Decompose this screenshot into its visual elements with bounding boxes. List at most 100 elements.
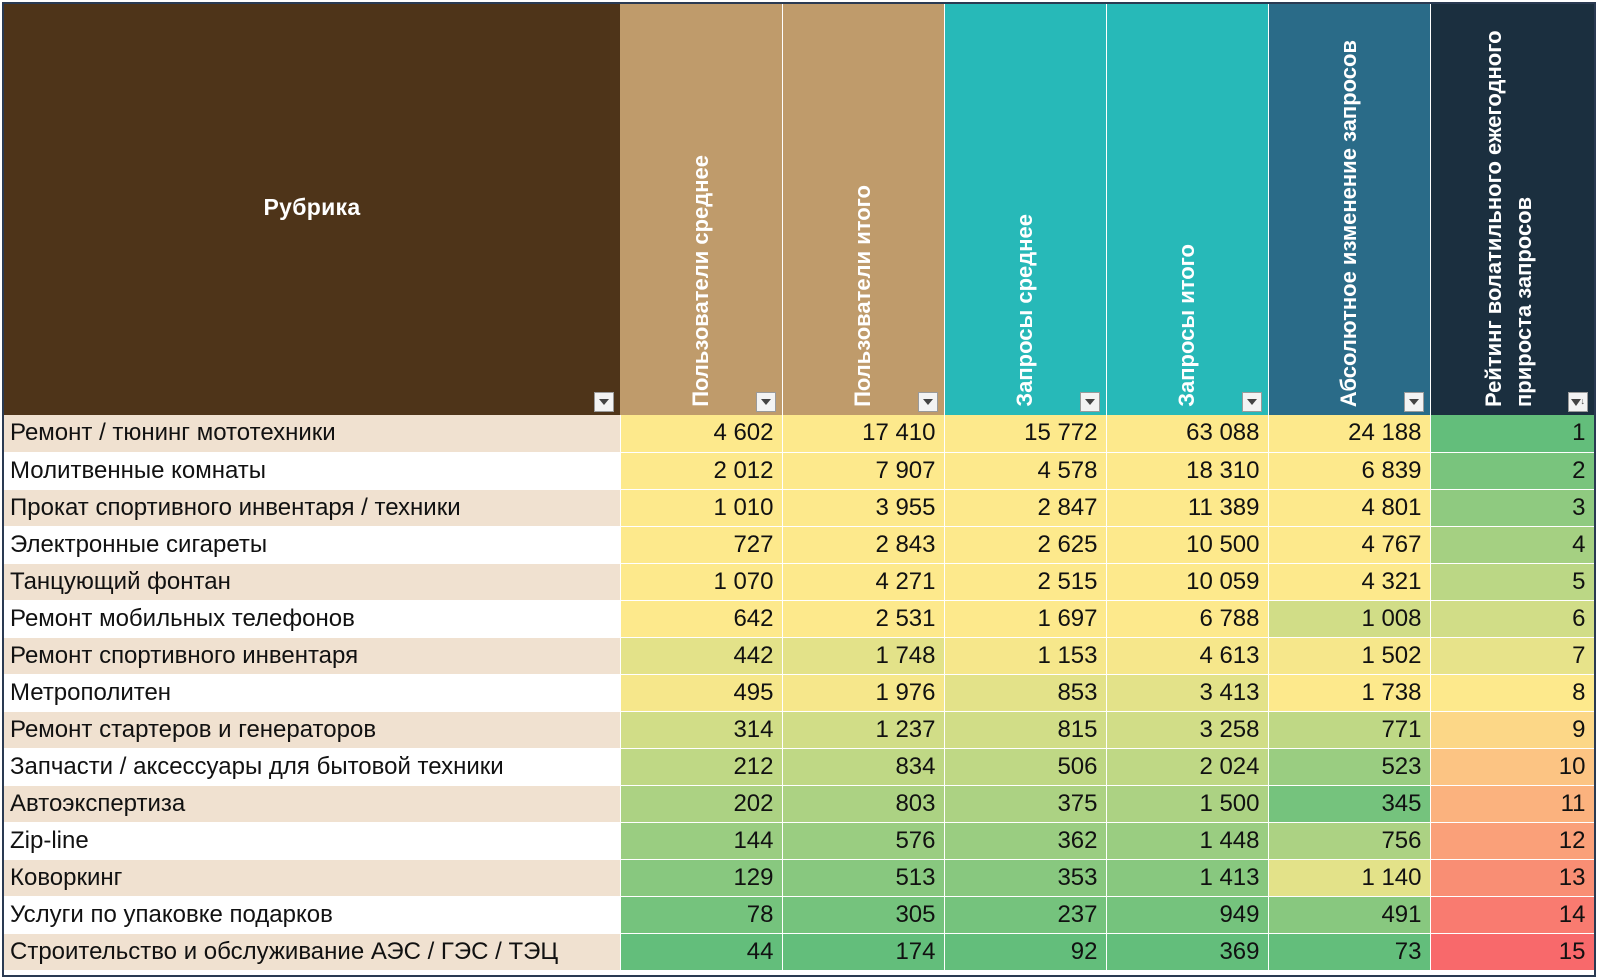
cell-rating[interactable]: 11 bbox=[1430, 785, 1594, 823]
cell-queries-avg[interactable]: 506 bbox=[944, 748, 1107, 786]
cell-rubric[interactable]: Молитвенные комнаты bbox=[4, 452, 621, 490]
cell-queries-avg[interactable]: 2 625 bbox=[944, 526, 1107, 564]
cell-rating[interactable]: 8 bbox=[1430, 674, 1594, 712]
cell-queries-avg[interactable]: 2 515 bbox=[944, 563, 1107, 601]
cell-rubric[interactable]: Ремонт / тюнинг мототехники bbox=[4, 415, 621, 453]
cell-rating[interactable]: 14 bbox=[1430, 896, 1594, 934]
cell-rating[interactable]: 1 bbox=[1430, 415, 1594, 453]
dropdown-filter-icon[interactable] bbox=[594, 392, 614, 412]
cell-queries-avg[interactable]: 362 bbox=[944, 822, 1107, 860]
cell-abs-change[interactable]: 756 bbox=[1268, 822, 1431, 860]
cell-users-total[interactable]: 305 bbox=[782, 896, 945, 934]
cell-users-total[interactable]: 1 976 bbox=[782, 674, 945, 712]
cell-users-total[interactable]: 7 907 bbox=[782, 452, 945, 490]
cell-queries-total[interactable]: 10 059 bbox=[1106, 563, 1269, 601]
cell-rating[interactable]: 6 bbox=[1430, 600, 1594, 638]
cell-users-avg[interactable]: 129 bbox=[620, 859, 783, 897]
cell-queries-total[interactable]: 1 448 bbox=[1106, 822, 1269, 860]
cell-queries-avg[interactable]: 353 bbox=[944, 859, 1107, 897]
cell-queries-total[interactable]: 6 788 bbox=[1106, 600, 1269, 638]
cell-rating[interactable]: 4 bbox=[1430, 526, 1594, 564]
cell-queries-avg[interactable]: 4 578 bbox=[944, 452, 1107, 490]
cell-queries-total[interactable]: 3 258 bbox=[1106, 711, 1269, 749]
cell-queries-avg[interactable]: 237 bbox=[944, 896, 1107, 934]
cell-queries-total[interactable]: 2 024 bbox=[1106, 748, 1269, 786]
cell-queries-avg[interactable]: 853 bbox=[944, 674, 1107, 712]
cell-queries-total[interactable]: 63 088 bbox=[1106, 415, 1269, 453]
cell-users-total[interactable]: 174 bbox=[782, 933, 945, 971]
cell-queries-avg[interactable]: 15 772 bbox=[944, 415, 1107, 453]
cell-rating[interactable]: 2 bbox=[1430, 452, 1594, 490]
cell-abs-change[interactable]: 6 839 bbox=[1268, 452, 1431, 490]
cell-queries-total[interactable]: 369 bbox=[1106, 933, 1269, 971]
cell-rating[interactable]: 9 bbox=[1430, 711, 1594, 749]
cell-users-total[interactable]: 513 bbox=[782, 859, 945, 897]
cell-queries-total[interactable]: 11 389 bbox=[1106, 489, 1269, 527]
cell-queries-total[interactable]: 949 bbox=[1106, 896, 1269, 934]
cell-users-total[interactable]: 1 237 bbox=[782, 711, 945, 749]
cell-users-total[interactable]: 1 748 bbox=[782, 637, 945, 675]
cell-users-total[interactable]: 2 843 bbox=[782, 526, 945, 564]
cell-users-total[interactable]: 576 bbox=[782, 822, 945, 860]
cell-rubric[interactable]: Метрополитен bbox=[4, 674, 621, 712]
cell-abs-change[interactable]: 24 188 bbox=[1268, 415, 1431, 453]
cell-users-avg[interactable]: 442 bbox=[620, 637, 783, 675]
cell-abs-change[interactable]: 1 008 bbox=[1268, 600, 1431, 638]
cell-rating[interactable]: 5 bbox=[1430, 563, 1594, 601]
cell-queries-avg[interactable]: 375 bbox=[944, 785, 1107, 823]
cell-users-avg[interactable]: 1 010 bbox=[620, 489, 783, 527]
cell-queries-total[interactable]: 10 500 bbox=[1106, 526, 1269, 564]
cell-abs-change[interactable]: 4 801 bbox=[1268, 489, 1431, 527]
cell-queries-avg[interactable]: 92 bbox=[944, 933, 1107, 971]
cell-rating[interactable]: 7 bbox=[1430, 637, 1594, 675]
cell-queries-total[interactable]: 4 613 bbox=[1106, 637, 1269, 675]
cell-rubric[interactable]: Ремонт стартеров и генераторов bbox=[4, 711, 621, 749]
cell-abs-change[interactable]: 491 bbox=[1268, 896, 1431, 934]
cell-users-total[interactable]: 4 271 bbox=[782, 563, 945, 601]
cell-queries-total[interactable]: 3 413 bbox=[1106, 674, 1269, 712]
cell-rubric[interactable]: Ремонт спортивного инвентаря bbox=[4, 637, 621, 675]
cell-rubric[interactable]: Автоэкспертиза bbox=[4, 785, 621, 823]
cell-abs-change[interactable]: 4 767 bbox=[1268, 526, 1431, 564]
cell-queries-avg[interactable]: 815 bbox=[944, 711, 1107, 749]
cell-abs-change[interactable]: 345 bbox=[1268, 785, 1431, 823]
cell-rating[interactable]: 10 bbox=[1430, 748, 1594, 786]
filter-funnel-icon[interactable]: ↓ bbox=[1568, 392, 1588, 412]
cell-rubric[interactable]: Прокат спортивного инвентаря / техники bbox=[4, 489, 621, 527]
cell-users-total[interactable]: 2 531 bbox=[782, 600, 945, 638]
cell-rating[interactable]: 13 bbox=[1430, 859, 1594, 897]
dropdown-filter-icon[interactable] bbox=[1403, 392, 1424, 412]
cell-abs-change[interactable]: 1 140 bbox=[1268, 859, 1431, 897]
cell-rubric[interactable]: Ремонт мобильных телефонов bbox=[4, 600, 621, 638]
cell-users-avg[interactable]: 1 070 bbox=[620, 563, 783, 601]
cell-abs-change[interactable]: 1 738 bbox=[1268, 674, 1431, 712]
cell-rubric[interactable]: Запчасти / аксессуары для бытовой техник… bbox=[4, 748, 621, 786]
cell-abs-change[interactable]: 4 321 bbox=[1268, 563, 1431, 601]
cell-users-total[interactable]: 803 bbox=[782, 785, 945, 823]
cell-users-avg[interactable]: 727 bbox=[620, 526, 783, 564]
cell-users-avg[interactable]: 4 602 bbox=[620, 415, 783, 453]
dropdown-filter-icon[interactable] bbox=[755, 392, 776, 412]
dropdown-filter-icon[interactable] bbox=[1241, 392, 1262, 412]
cell-queries-avg[interactable]: 2 847 bbox=[944, 489, 1107, 527]
cell-abs-change[interactable]: 1 502 bbox=[1268, 637, 1431, 675]
cell-users-avg[interactable]: 314 bbox=[620, 711, 783, 749]
cell-queries-total[interactable]: 1 500 bbox=[1106, 785, 1269, 823]
cell-rubric[interactable]: Коворкинг bbox=[4, 859, 621, 897]
cell-users-avg[interactable]: 78 bbox=[620, 896, 783, 934]
dropdown-filter-icon[interactable] bbox=[1079, 392, 1100, 412]
cell-rubric[interactable]: Услуги по упаковке подарков bbox=[4, 896, 621, 934]
cell-queries-avg[interactable]: 1 153 bbox=[944, 637, 1107, 675]
cell-users-total[interactable]: 3 955 bbox=[782, 489, 945, 527]
cell-rating[interactable]: 15 bbox=[1430, 933, 1594, 971]
cell-users-avg[interactable]: 212 bbox=[620, 748, 783, 786]
cell-users-total[interactable]: 834 bbox=[782, 748, 945, 786]
cell-rubric[interactable]: Танцующий фонтан bbox=[4, 563, 621, 601]
cell-abs-change[interactable]: 523 bbox=[1268, 748, 1431, 786]
cell-users-avg[interactable]: 44 bbox=[620, 933, 783, 971]
cell-users-avg[interactable]: 202 bbox=[620, 785, 783, 823]
cell-rubric[interactable]: Электронные сигареты bbox=[4, 526, 621, 564]
cell-rating[interactable]: 12 bbox=[1430, 822, 1594, 860]
cell-users-avg[interactable]: 144 bbox=[620, 822, 783, 860]
cell-queries-total[interactable]: 18 310 bbox=[1106, 452, 1269, 490]
